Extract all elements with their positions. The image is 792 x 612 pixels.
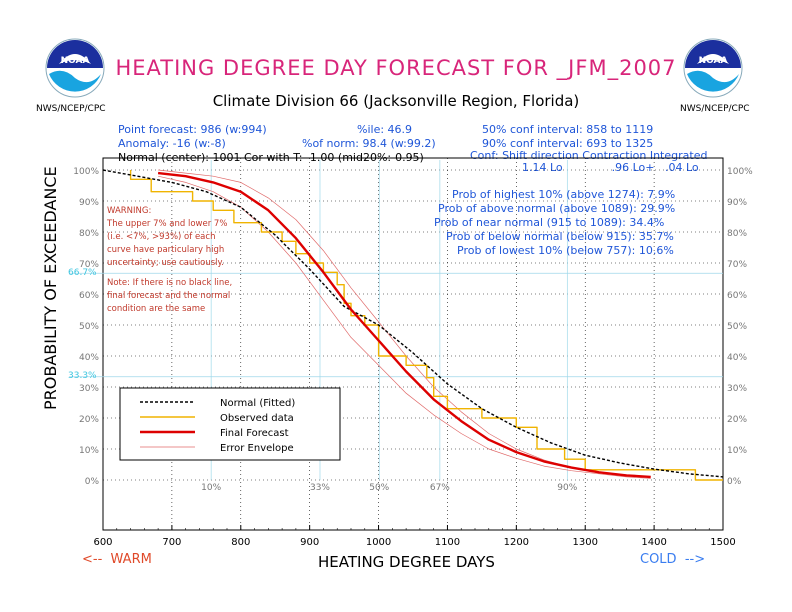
x-tick-label: 1300 [572, 537, 597, 548]
note-line: final forecast and the normal [107, 291, 231, 301]
y-tick-label-right: 10% [727, 446, 747, 456]
percentile-marker-label: 33% [310, 483, 330, 493]
y-tick-label-right: 100% [727, 167, 753, 177]
noaa-logo-left: NOAA [45, 38, 105, 98]
y-tick-label-left: 30% [79, 384, 99, 394]
x-tick-label: 900 [300, 537, 319, 548]
conf-interval-50: 50% conf interval: 858 to 1119 [482, 123, 654, 136]
cold-label: COLD --> [640, 552, 706, 567]
y-tick-label-right: 60% [727, 291, 747, 301]
conf-header: Conf: Shift direction Contraction Integr… [470, 149, 708, 162]
x-axis-label: HEATING DEGREE DAYS [318, 553, 495, 571]
y-tick-label-left: 100% [73, 167, 99, 177]
anomaly: Anomaly: -16 (w:-8) [118, 137, 226, 150]
warning-line: (i.e. <7%, >93%) of each [107, 232, 216, 242]
series-line-final-forecast [157, 171, 651, 479]
percentile: %ile: 46.9 [357, 123, 413, 136]
y-tick-label-right: 90% [727, 198, 747, 208]
x-tick-label: 1500 [710, 537, 735, 548]
y-tick-label-right: 30% [727, 384, 747, 394]
x-tick-label: 1100 [435, 537, 460, 548]
percentile-marker-label: 10% [201, 483, 221, 493]
x-tick-label: 1000 [366, 537, 391, 548]
warning-heading: WARNING: [107, 206, 152, 216]
y-tick-label-right: 0% [727, 477, 742, 487]
svg-text:NOAA: NOAA [61, 56, 90, 66]
point-forecast: Point forecast: 986 (w:994) [118, 123, 267, 136]
note-box: Note: If there is no black line, final f… [107, 277, 232, 316]
cyan-marker-upper: 66.7% [68, 268, 97, 278]
series-line-normal-fitted [102, 169, 724, 478]
y-tick-label-left: 70% [79, 260, 99, 270]
y-tick-label-right: 20% [727, 415, 747, 425]
warning-line: curve have particulary high [107, 245, 225, 255]
warning-box: WARNING: The upper 7% and lower 7% (i.e.… [107, 205, 227, 270]
conf-values: 1.14 Lo .96 Lo+ .04 Lo [522, 161, 699, 174]
note-line: condition are the same [107, 304, 206, 314]
warm-label: <-- WARM [82, 552, 152, 567]
y-tick-label-left: 10% [79, 446, 99, 456]
cyan-marker-lower: 33.3% [68, 371, 97, 381]
legend-label: Final Forecast [220, 428, 289, 439]
agency-right: NWS/NCEP/CPC [680, 104, 750, 114]
legend-label: Observed data [220, 413, 294, 424]
prob-below-normal: Prob of below normal (below 915): 35.7% [446, 230, 674, 243]
percent-of-normal: %of norm: 98.4 (w:99.2) [302, 137, 436, 150]
plot-frame [102, 157, 724, 531]
percentile-marker-label: 67% [430, 483, 450, 493]
y-tick-label-right: 40% [727, 353, 747, 363]
x-tick-label: 1200 [504, 537, 529, 548]
legend-label: Error Envelope [220, 443, 294, 454]
y-tick-label-right: 70% [727, 260, 747, 270]
y-tick-label-left: 60% [79, 291, 99, 301]
series-line-error-envelope [158, 175, 651, 479]
y-tick-label-left: 0% [85, 477, 100, 487]
y-tick-label-right: 50% [727, 322, 747, 332]
y-tick-label-left: 90% [79, 198, 99, 208]
prob-highest: Prob of highest 10% (above 1274): 7.9% [452, 188, 676, 201]
prob-lowest: Prob of lowest 10% (below 757): 10.6% [457, 244, 674, 257]
y-tick-label-left: 50% [79, 322, 99, 332]
legend-box [119, 387, 341, 461]
legend-label: Normal (Fitted) [220, 398, 295, 409]
svg-text:NOAA: NOAA [699, 56, 728, 66]
x-tick-label: 1400 [641, 537, 666, 548]
percentile-marker-label: 90% [557, 483, 577, 493]
y-tick-label-left: 80% [79, 229, 99, 239]
page-title: HEATING DEGREE DAY FORECAST FOR _JFM_200… [115, 56, 677, 80]
y-tick-label-left: 20% [79, 415, 99, 425]
prob-above-normal: Prob of above normal (above 1089): 29.9% [438, 202, 676, 215]
x-tick-label: 800 [231, 537, 250, 548]
note-line: Note: If there is no black line, [107, 278, 233, 288]
y-tick-label-left: 40% [79, 353, 99, 363]
conf-interval-90: 90% conf interval: 693 to 1325 [482, 137, 654, 150]
x-tick-label: 700 [162, 537, 181, 548]
noaa-logo-right: NOAA [683, 38, 743, 98]
percentile-marker-label: 50% [369, 483, 389, 493]
agency-left: NWS/NCEP/CPC [36, 104, 106, 114]
warning-line: uncertainty; use cautiously. [107, 258, 224, 268]
y-tick-label-right: 80% [727, 229, 747, 239]
page-subtitle: Climate Division 66 (Jacksonville Region… [212, 92, 580, 110]
warning-line: The upper 7% and lower 7% [107, 219, 228, 229]
noaa-logo-right-icon: NOAA [683, 38, 743, 98]
prob-near-normal: Prob of near normal (915 to 1089): 34.4% [434, 216, 665, 229]
x-tick-label: 600 [93, 537, 112, 548]
noaa-logo-left-icon: NOAA [45, 38, 105, 98]
